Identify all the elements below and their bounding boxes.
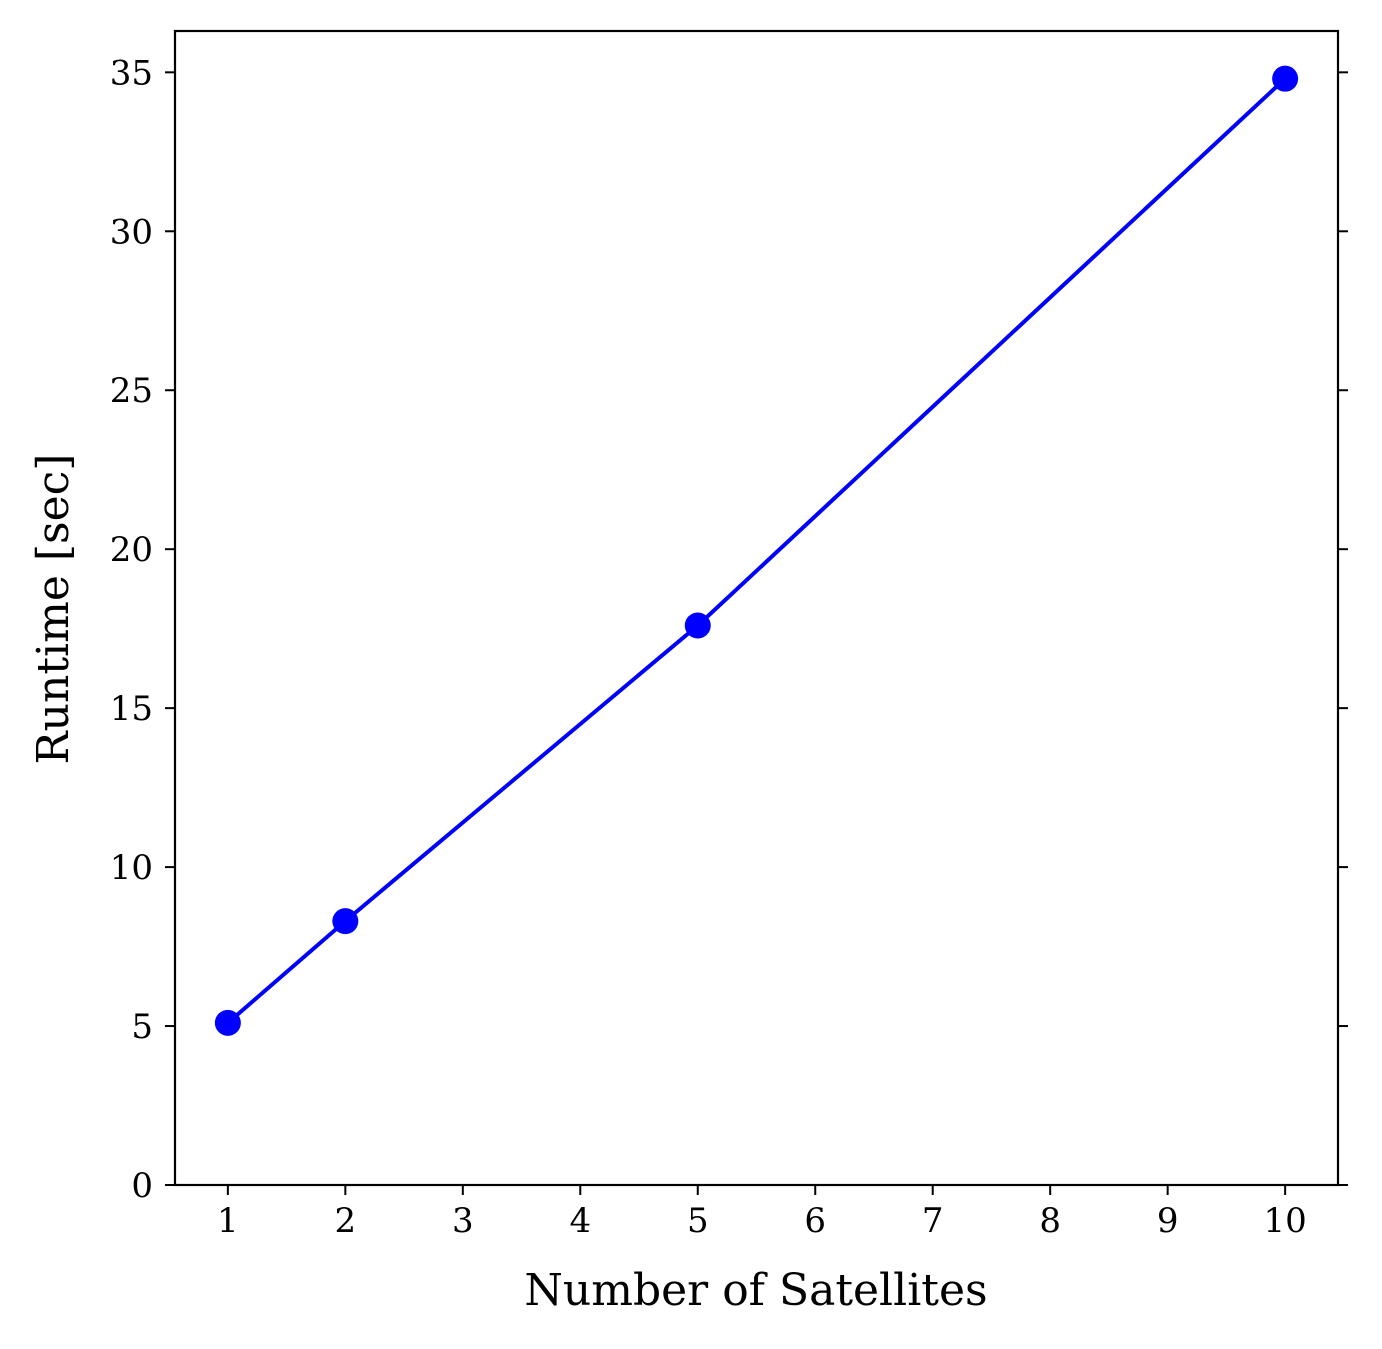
y-axis-ticks: 0 5 10 15 20 25 30 35 (110, 53, 1348, 1206)
x-tick-label: 7 (922, 1201, 944, 1241)
data-point (684, 612, 711, 639)
plot-area (175, 31, 1338, 1185)
y-tick-label: 35 (110, 53, 153, 93)
y-tick-label: 25 (110, 371, 153, 411)
x-tick-label: 3 (452, 1201, 474, 1241)
series-layer (214, 65, 1299, 1036)
x-axis-ticks: 1 2 3 4 5 6 7 8 9 10 (217, 1185, 1307, 1241)
x-tick-label: 1 (217, 1201, 239, 1241)
x-tick-label: 4 (569, 1201, 591, 1241)
data-point (1272, 65, 1299, 92)
y-tick-label: 15 (110, 689, 153, 729)
axes-frame (173, 29, 1340, 1187)
y-tick-label: 20 (110, 530, 153, 570)
series-line (226, 77, 1287, 1025)
y-tick-label: 0 (131, 1166, 153, 1206)
y-tick-label: 5 (131, 1007, 153, 1047)
x-tick-label: 6 (804, 1201, 826, 1241)
data-point (332, 908, 359, 935)
x-tick-label: 5 (687, 1201, 709, 1241)
x-tick-label: 2 (335, 1201, 357, 1241)
x-axis-label: Number of Satellites (524, 1265, 987, 1316)
y-tick-label: 30 (110, 212, 153, 252)
data-point (214, 1009, 241, 1036)
y-tick-label: 10 (110, 848, 153, 888)
x-tick-label: 8 (1039, 1201, 1061, 1241)
x-tick-label: 10 (1264, 1201, 1307, 1241)
y-axis-label: Runtime [sec] (28, 454, 79, 765)
x-tick-label: 9 (1157, 1201, 1179, 1241)
